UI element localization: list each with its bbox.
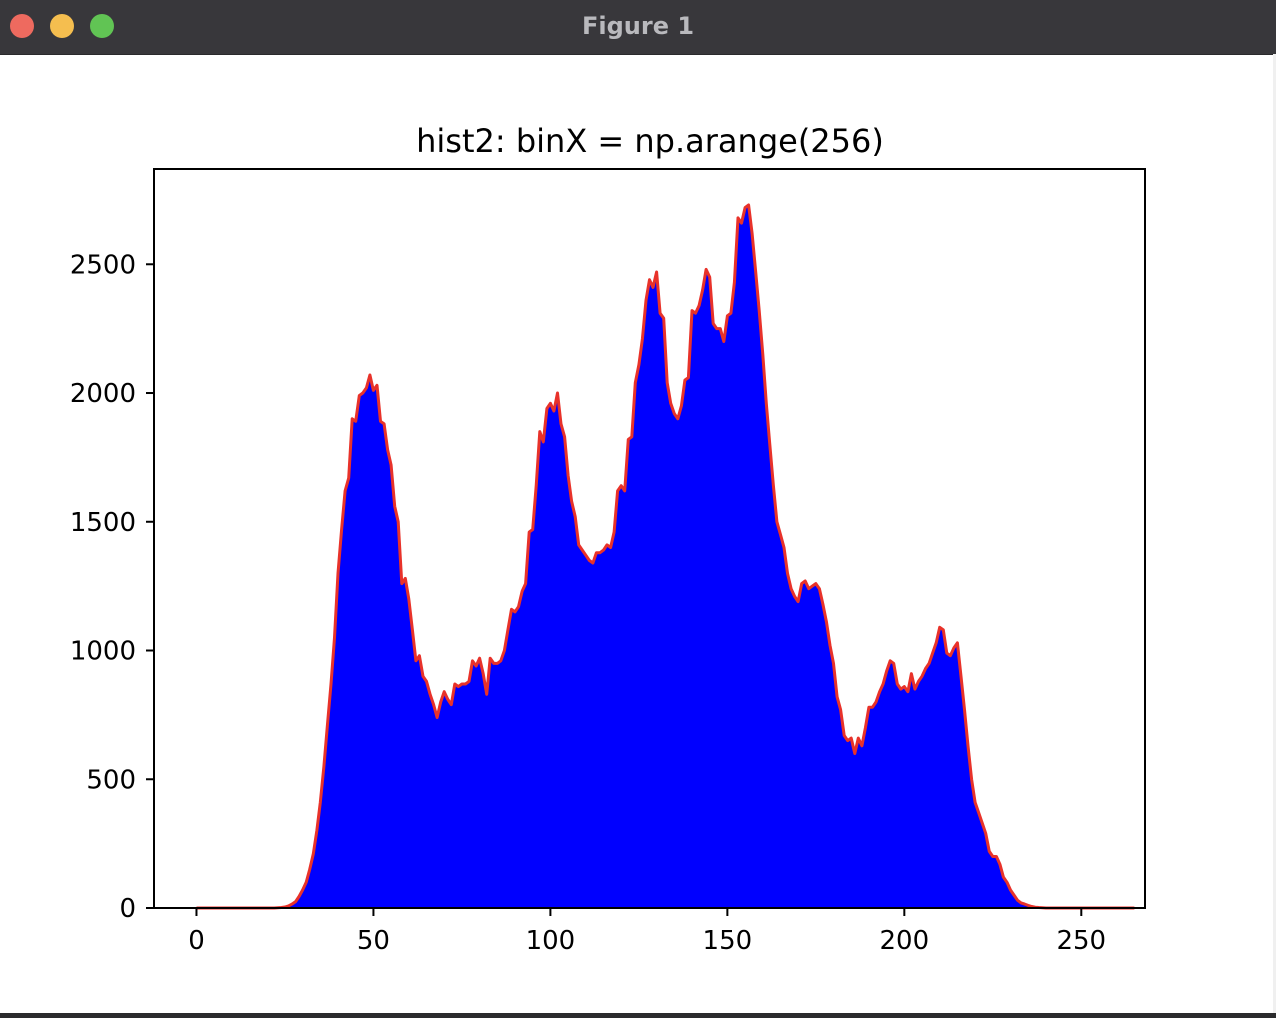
x-tick-label: 50 (357, 926, 390, 956)
histogram-fill-area (196, 205, 1135, 908)
plot-area (196, 203, 1135, 910)
y-tick-label: 1500 (70, 508, 136, 538)
window-right-edge (1273, 54, 1276, 1013)
y-tick-label: 500 (86, 765, 136, 795)
histogram-line (196, 203, 1135, 910)
maximize-window-button[interactable] (90, 14, 114, 38)
x-tick-label: 250 (1056, 926, 1106, 956)
close-window-button[interactable] (10, 14, 34, 38)
minimize-window-button[interactable] (50, 14, 74, 38)
x-tick-label: 100 (526, 926, 576, 956)
y-tick-label: 1000 (70, 637, 136, 667)
y-tick-label: 2500 (70, 250, 136, 280)
window-titlebar: Figure 1 (0, 0, 1276, 55)
x-tick-label: 0 (188, 926, 205, 956)
axes-frame (153, 168, 1146, 909)
y-tick-label: 2000 (70, 379, 136, 409)
window-title: Figure 1 (581, 12, 695, 40)
window-bottom-edge (0, 1013, 1276, 1018)
chart-title: hist2: binX = np.arange(256) (416, 122, 884, 160)
x-tick-label: 200 (880, 926, 930, 956)
x-tick-label: 150 (703, 926, 753, 956)
y-axis: 0 500 1000 1500 2000 2500 (70, 250, 154, 924)
x-axis: 0 50 100 150 200 250 (188, 908, 1106, 956)
y-tick-label: 0 (119, 894, 136, 924)
